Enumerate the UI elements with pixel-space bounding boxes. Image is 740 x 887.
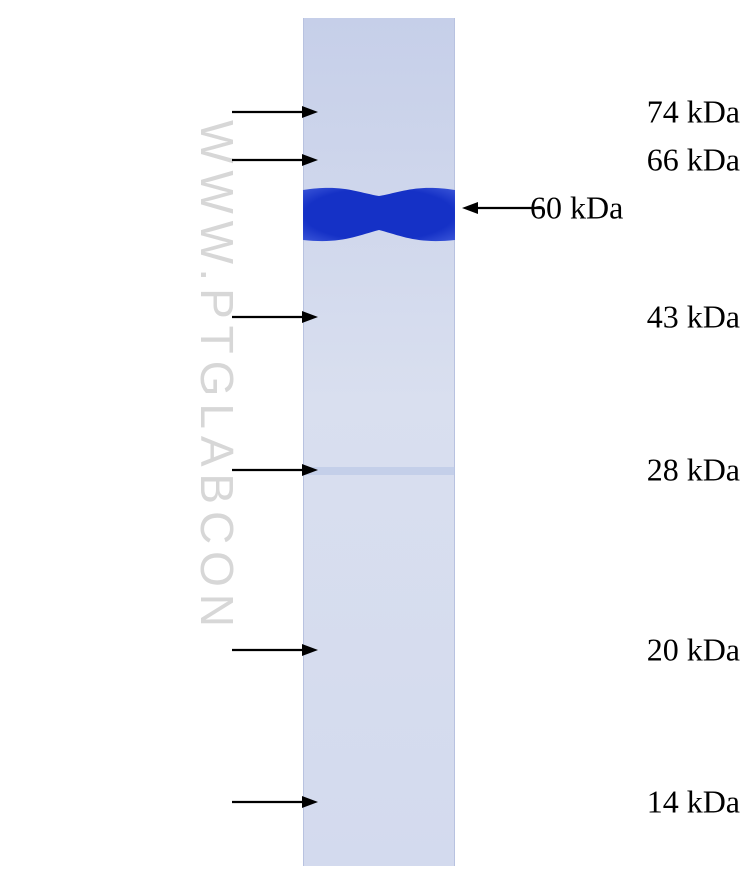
protein-band-main — [303, 180, 455, 250]
marker-label: 74 kDa — [515, 94, 740, 131]
arrow-right-icon — [230, 151, 320, 169]
marker-label: 28 kDa — [515, 452, 740, 489]
marker-label: 14 kDa — [515, 784, 740, 821]
arrow-right-icon — [230, 103, 320, 121]
protein-band-faint — [303, 467, 455, 475]
arrow-right-icon — [230, 641, 320, 659]
gel-lane — [303, 18, 455, 866]
arrow-right-icon — [230, 308, 320, 326]
marker-label: 66 kDa — [515, 142, 740, 179]
arrow-left-icon — [460, 199, 544, 217]
marker-label: 43 kDa — [515, 299, 740, 336]
marker-label: 20 kDa — [515, 632, 740, 669]
gel-figure: WWW.PTGLABCON 74 kDa66 kDa43 kDa28 kDa20… — [0, 0, 740, 887]
arrow-right-icon — [230, 793, 320, 811]
arrow-right-icon — [230, 461, 320, 479]
